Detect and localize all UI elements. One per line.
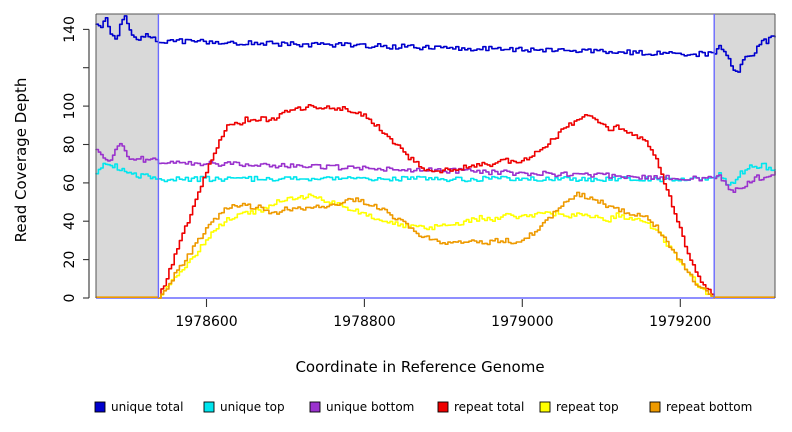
legend-label-repeat-bottom: repeat bottom [666,400,752,414]
legend-label-unique-bottom: unique bottom [326,400,414,414]
y-axis-tick-label: 60 [62,174,78,192]
x-axis-tick-label: 1978600 [175,314,237,330]
chart-legend: unique total unique top unique bottom repea… [94,400,752,414]
series-line-repeat-bottom [157,191,715,299]
series-line-repeat-top [157,193,715,299]
x-axis-tick-label: 1979200 [649,314,711,330]
legend-swatch-repeat-bottom [649,401,661,413]
series-line-unique-total [95,15,776,73]
legend-swatch-repeat-total [437,401,449,413]
x-axis-tick-label: 1979000 [491,314,553,330]
x-axis: 1978600 1978800 1979000 1979200 [96,297,775,330]
legend-swatch-unique-bottom [309,401,321,413]
y-axis: 0 20 40 60 80 100 140 [62,16,90,303]
legend-label-repeat-top: repeat top [556,400,619,414]
x-axis-tick-label: 1978800 [333,314,395,330]
y-axis-tick-label: 80 [62,136,78,154]
legend-label-unique-top: unique top [220,400,285,414]
legend-label-unique-total: unique total [111,400,183,414]
legend-swatch-unique-total [94,401,106,413]
legend-swatch-unique-top [203,401,215,413]
legend-swatch-repeat-top [539,401,551,413]
y-axis-tick-label: 40 [62,212,78,230]
y-axis-tick-label: 140 [62,16,78,43]
y-axis-tick-label: 100 [62,93,78,120]
y-axis-tick-label: 0 [62,294,78,303]
y-axis-tick-label: 20 [62,251,78,269]
series-line-unique-bottom [95,142,776,193]
region-boundary-lines [95,14,776,298]
x-axis-title: Coordinate in Reference Genome [295,358,544,376]
series-line-repeat-total [157,104,715,299]
right-flanking-region [714,14,775,298]
legend-label-repeat-total: repeat total [454,400,524,414]
series-group [95,15,776,299]
y-axis-title: Read Coverage Depth [12,78,30,243]
